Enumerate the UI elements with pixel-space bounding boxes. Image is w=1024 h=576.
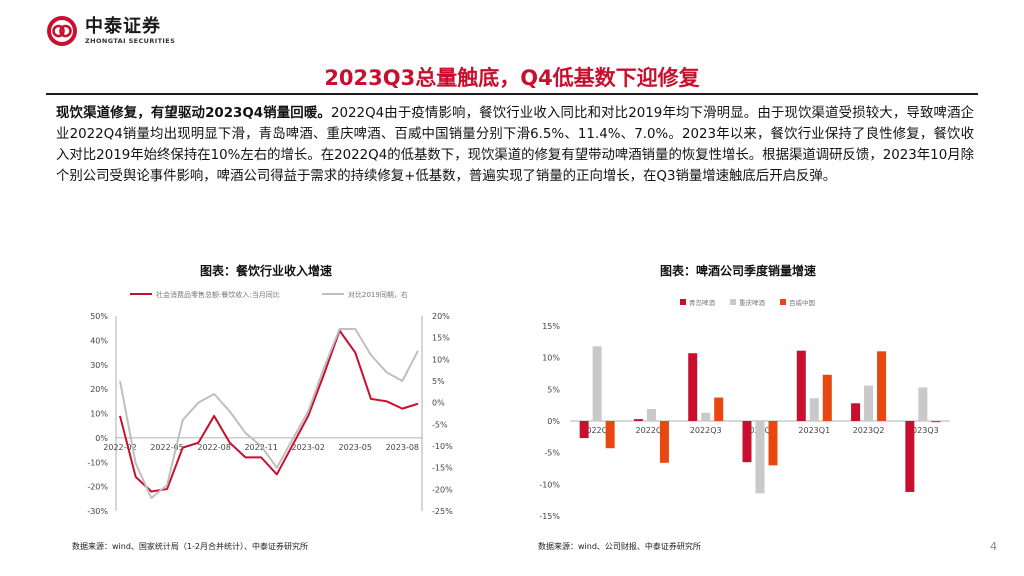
bar-budweiser-apac	[768, 421, 778, 466]
page-number: 4	[990, 540, 997, 553]
category-label: 2022Q2	[581, 426, 613, 435]
bar-tsingtao	[633, 419, 643, 421]
y-tick-label: -5%	[544, 449, 560, 458]
bar-chart: -15% -10% -5% 0% 5% 10% 15% 2022Q2 2022Q2 2022Q3 2…	[539, 298, 950, 521]
bar-chongqing	[755, 421, 765, 494]
legend-label: 百威中国	[789, 298, 815, 307]
x-tick-label: 2023-02	[291, 443, 324, 452]
series-line-catering-yoy	[119, 329, 419, 493]
x-tick-label: 2022-08	[197, 443, 230, 452]
bar-tsingtao	[851, 403, 861, 421]
bar-budweiser-apac	[605, 421, 615, 449]
brand-name-cn: 中泰证券	[85, 15, 161, 37]
right-y-tick-label: 10%	[432, 355, 450, 364]
category-label: 2023Q2	[853, 426, 885, 435]
bar-chongqing	[592, 346, 602, 421]
bar-tsingtao	[796, 350, 806, 421]
bar-chongqing	[701, 412, 711, 421]
x-tick-label: 2022-05	[150, 443, 183, 452]
page-title: 2023Q3总量触底，Q4低基数下迎修复	[324, 66, 700, 90]
x-tick-label: 2023-05	[339, 443, 372, 452]
bar-tsingtao	[688, 353, 698, 421]
category-label: 2022Q2	[636, 426, 668, 435]
left-y-tick-label: 10%	[90, 410, 108, 419]
bar-chongqing	[918, 387, 928, 421]
left-y-tick-label: -20%	[87, 483, 108, 492]
bar-chongqing	[809, 398, 819, 421]
y-tick-label: 5%	[547, 385, 560, 394]
bar-budweiser-apac	[877, 351, 887, 421]
x-tick-label: 2023-08	[386, 443, 419, 452]
legend-swatch	[780, 299, 786, 305]
body-rest: 2022Q4由于疫情影响，餐饮行业收入同比和对比2019年均下滑明显。由于现饮渠…	[56, 106, 975, 184]
body-lead: 现饮渠道修复，有望驱动2023Q4销量回暖。	[56, 106, 331, 121]
right-y-tick-label: -15%	[432, 464, 453, 473]
x-tick-label: 2022-02	[103, 443, 136, 452]
left-chart-source: 数据来源：wind、国家统计局（1-2月合并统计）、中泰证券研究所	[72, 542, 308, 551]
bar-tsingtao	[742, 421, 752, 463]
right-y-tick-label: -10%	[432, 442, 453, 451]
series-line-vs-2019	[119, 328, 419, 499]
brand-logo: 中泰证券 ZHONGTAI SECURITIES	[46, 13, 175, 49]
legend-swatch	[680, 299, 686, 305]
bar-chongqing	[864, 385, 874, 421]
body-paragraph: 现饮渠道修复，有望驱动2023Q4销量回暖。2022Q4由于疫情影响，餐饮行业收…	[56, 103, 974, 187]
y-tick-label: 10%	[542, 354, 560, 363]
bar-budweiser-apac	[714, 397, 724, 421]
bar-budweiser-apac	[822, 374, 832, 421]
zhongtai-logo-icon	[47, 16, 77, 46]
right-y-tick-label: -25%	[432, 507, 453, 516]
legend-swatch	[730, 299, 736, 305]
right-y-tick-label: 0%	[432, 399, 445, 408]
right-y-tick-label: 20%	[432, 312, 450, 321]
line-chart: -30% -20% -10% 0% 10% 20% 30% 40% 50% -25% -20% -15…	[87, 290, 453, 516]
bar-tsingtao	[579, 421, 589, 439]
right-y-tick-label: 15%	[432, 334, 450, 343]
left-y-tick-label: 20%	[90, 385, 108, 394]
right-y-tick-label: -20%	[432, 485, 453, 494]
brand-name-en: ZHONGTAI SECURITIES	[85, 36, 176, 45]
left-y-tick-label: 40%	[90, 336, 108, 345]
y-tick-label: -10%	[539, 480, 560, 489]
right-y-tick-label: -5%	[432, 420, 448, 429]
legend-label: 青岛啤酒	[689, 298, 716, 307]
left-y-tick-label: 30%	[90, 361, 108, 370]
left-y-tick-label: 0%	[95, 434, 108, 443]
y-tick-label: 15%	[542, 322, 560, 331]
right-y-tick-label: 5%	[432, 377, 445, 386]
y-tick-label: -15%	[539, 512, 560, 521]
right-chart-source: 数据来源：wind、公司财报、中泰证券研究所	[538, 542, 701, 551]
category-label: 2022Q3	[690, 426, 722, 435]
left-y-tick-label: -30%	[87, 507, 108, 516]
y-tick-label: 0%	[547, 417, 560, 426]
legend-label: 对比2019同期，右	[348, 290, 408, 299]
legend-label: 社会消费品零售总额:餐饮收入:当月同比	[156, 290, 280, 299]
title-divider	[46, 93, 978, 95]
right-chart-title: 图表：啤酒公司季度销量增速	[660, 264, 817, 278]
bar-chongqing	[646, 408, 656, 421]
left-chart-title: 图表：餐饮行业收入增速	[200, 264, 333, 278]
bar-budweiser-apac	[931, 421, 941, 423]
category-label: 2023Q3	[907, 426, 939, 435]
category-label: 2023Q1	[798, 426, 830, 435]
bar-tsingtao	[905, 421, 915, 492]
left-y-tick-label: 50%	[90, 312, 108, 321]
bar-budweiser-apac	[659, 421, 669, 463]
legend-label: 重庆啤酒	[739, 298, 766, 307]
left-y-tick-label: -10%	[87, 458, 108, 467]
